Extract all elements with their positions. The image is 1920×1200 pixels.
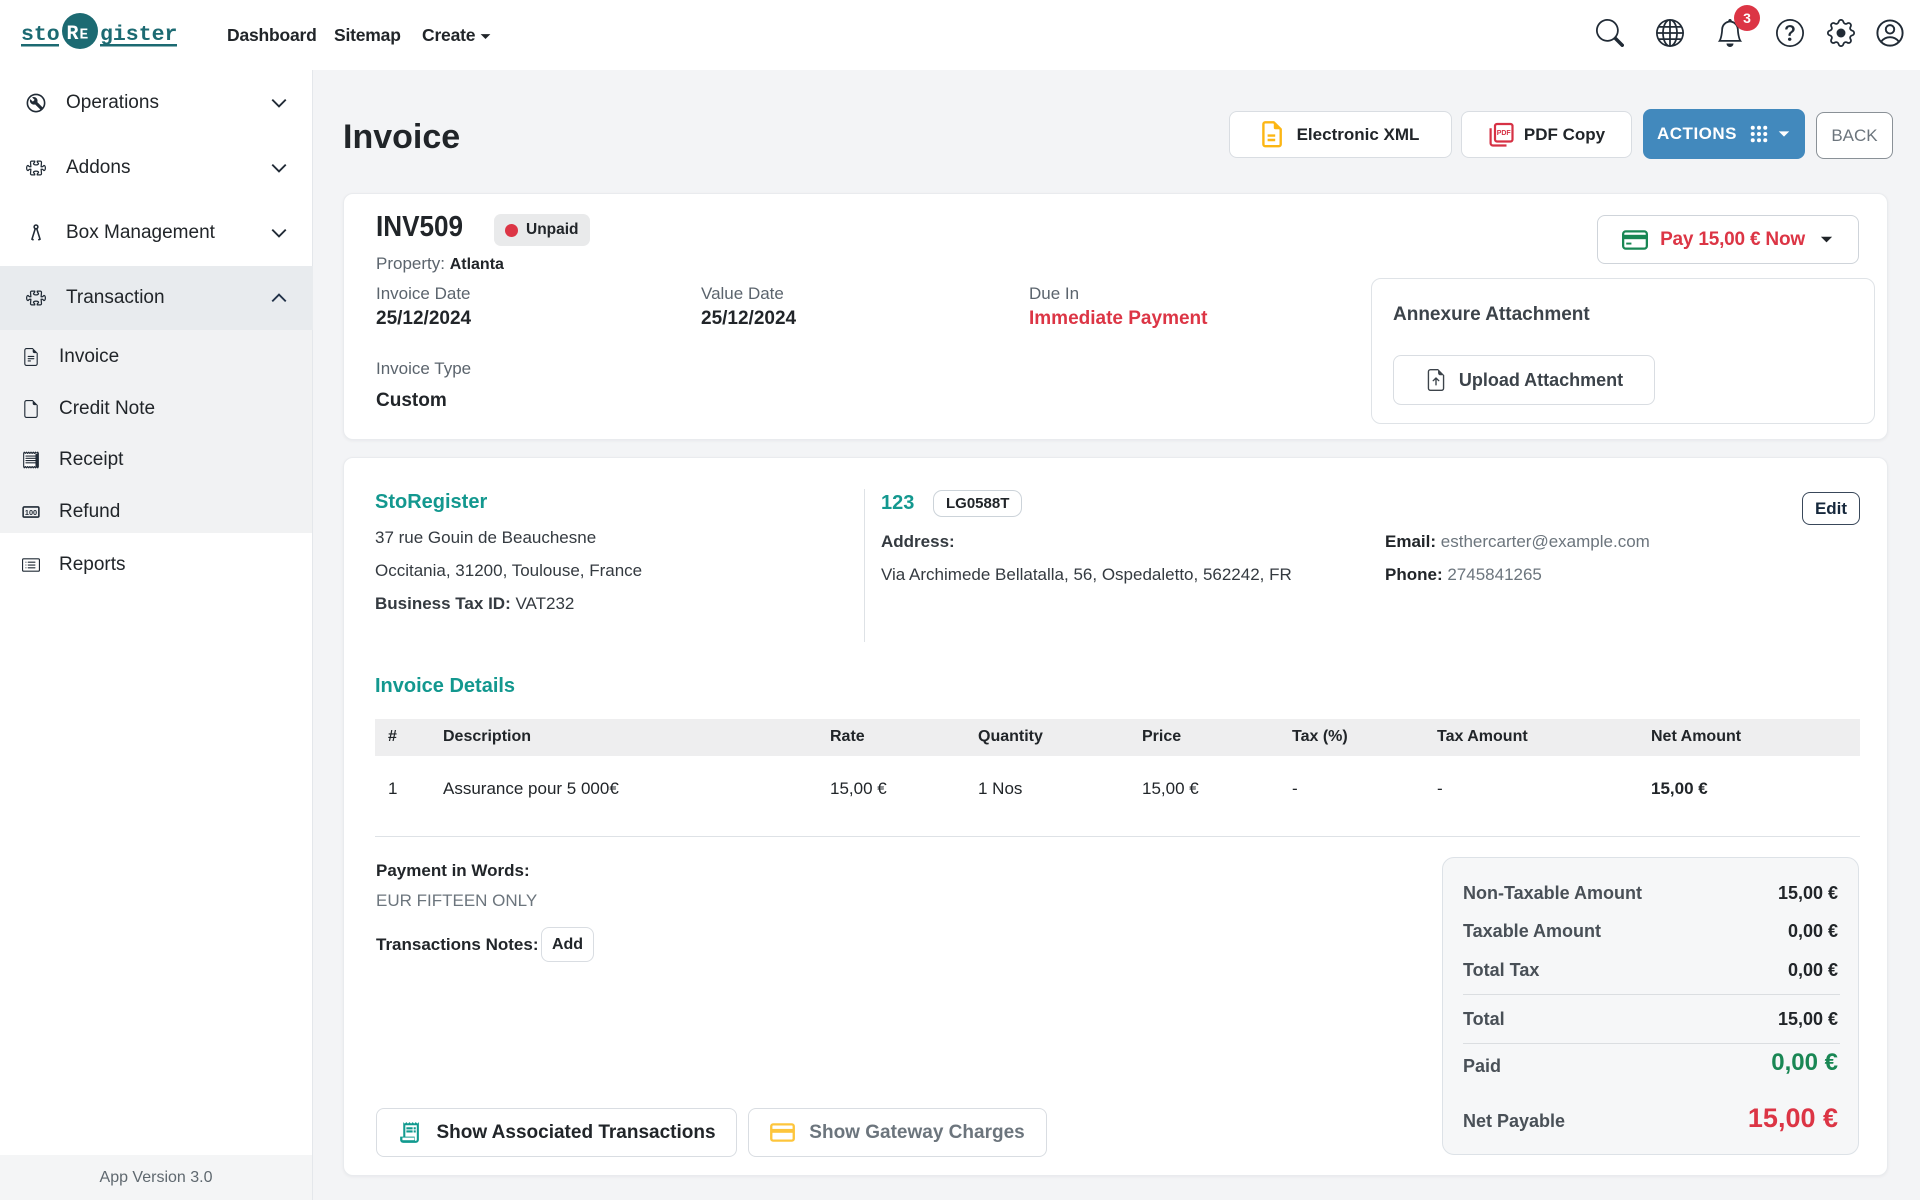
svg-text:gister: gister xyxy=(100,23,177,47)
svg-text:100: 100 xyxy=(25,508,37,517)
svg-text:sto: sto xyxy=(21,23,60,47)
svg-text:R: R xyxy=(67,23,79,46)
svg-text:E: E xyxy=(80,28,89,44)
svg-text:PDF: PDF xyxy=(1497,130,1512,137)
